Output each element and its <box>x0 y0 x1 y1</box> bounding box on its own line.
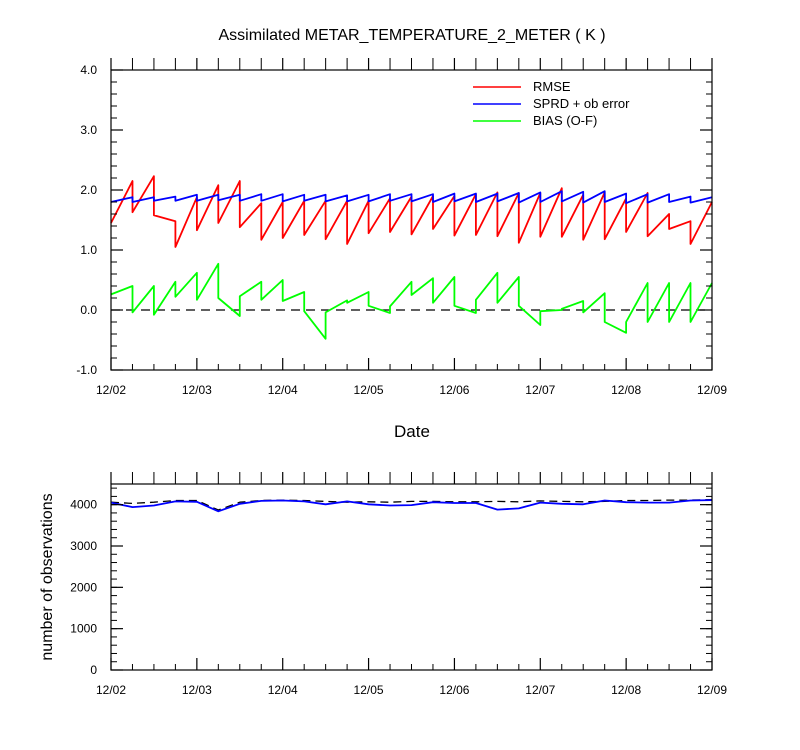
x-tick-label: 12/08 <box>611 683 641 697</box>
bottom-plot-frame <box>110 483 713 671</box>
x-tick-label: 12/06 <box>439 683 469 697</box>
y-tick-label: 4.0 <box>80 63 97 77</box>
bottom-series-group <box>110 499 713 513</box>
series-line-sprd-ob-error <box>110 190 713 205</box>
x-tick-label: 12/06 <box>439 383 469 397</box>
x-tick-label: 12/07 <box>525 683 555 697</box>
y-tick-label: 1000 <box>70 622 97 636</box>
x-tick-label: 12/04 <box>268 383 298 397</box>
y-tick-label: -1.0 <box>76 363 97 377</box>
x-tick-label: 12/09 <box>697 383 727 397</box>
series-line-bias-o-f <box>110 262 713 340</box>
legend: RMSE SPRD + ob error BIAS (O-F) <box>473 79 630 128</box>
legend-label-sprd: SPRD + ob error <box>533 96 630 111</box>
x-tick-label: 12/05 <box>354 383 384 397</box>
x-tick-label: 12/02 <box>96 683 126 697</box>
y-tick-label: 1.0 <box>80 243 97 257</box>
x-tick-label: 12/05 <box>354 683 384 697</box>
legend-label-rmse: RMSE <box>533 79 571 94</box>
series-line-dashed-obs-0 <box>110 499 713 511</box>
y-tick-label: 2000 <box>70 580 97 594</box>
top-series-group <box>110 175 713 340</box>
y-tick-label: 3.0 <box>80 123 97 137</box>
chart-title: Assimilated METAR_TEMPERATURE_2_METER ( … <box>218 27 605 44</box>
top-chart: Assimilated METAR_TEMPERATURE_2_METER ( … <box>76 27 727 441</box>
x-tick-label: 12/04 <box>268 683 298 697</box>
y-tick-label: 2.0 <box>80 183 97 197</box>
x-tick-label: 12/03 <box>182 383 212 397</box>
x-tick-label: 12/09 <box>697 683 727 697</box>
legend-label-bias: BIAS (O-F) <box>533 113 597 128</box>
series-line-rmse <box>110 175 713 248</box>
x-tick-label: 12/07 <box>525 383 555 397</box>
x-axis-label: Date <box>394 422 430 441</box>
x-tick-label: 12/02 <box>96 383 126 397</box>
x-tick-label: 12/03 <box>182 683 212 697</box>
bottom-chart: 12/02 12/03 12/04 12/05 12/06 12/07 12/08 12/09… <box>39 472 727 697</box>
series-line-solid-obs-1 <box>110 499 713 513</box>
y-tick-label: 3000 <box>70 539 97 553</box>
y-axis-label-observations: number of observations <box>39 493 56 660</box>
y-tick-label: 4000 <box>70 498 97 512</box>
bottom-ticks-group: 12/02 12/03 12/04 12/05 12/06 12/07 12/08 12/09… <box>70 472 727 697</box>
top-ticks-group: 12/02 12/03 12/04 12/05 12/06 12/07 12/08 12/09… <box>76 58 727 397</box>
y-tick-label: 0.0 <box>80 303 97 317</box>
x-tick-label: 12/08 <box>611 383 641 397</box>
y-tick-label: 0 <box>90 663 97 677</box>
